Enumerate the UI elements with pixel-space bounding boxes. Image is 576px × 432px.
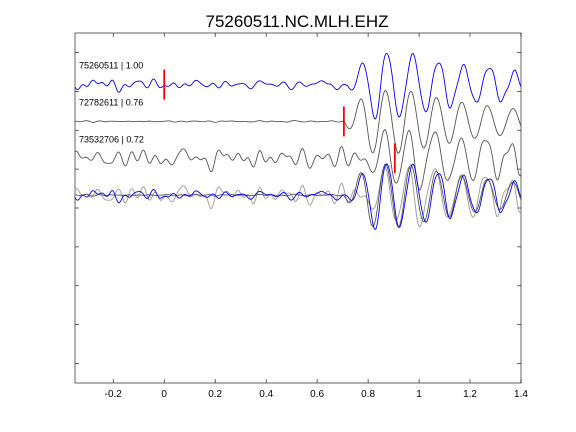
trace-label-72782611: 72782611 | 0.76 [79, 97, 143, 107]
x-tick-label: 1 [416, 389, 422, 400]
x-axis-ticks [112, 33, 522, 383]
x-tick-label: 0.2 [208, 389, 222, 400]
y-axis-ticks [75, 52, 521, 364]
x-tick-label: 0.4 [259, 389, 273, 400]
x-tick-label: 1.2 [463, 389, 477, 400]
trace-label-75260511: 75260511 | 1.00 [79, 61, 143, 71]
trace-label-73532706: 73532706 | 0.72 [79, 134, 144, 144]
overlay-trace-73532706 [74, 165, 522, 228]
x-tick-label: 0.6 [310, 389, 324, 400]
trace-72782611-line [74, 89, 522, 154]
x-axis-tick-labels: -0.2 0 0.2 0.4 0.6 0.8 1 1.2 1.4 [105, 389, 529, 400]
x-tick-label: -0.2 [105, 389, 123, 400]
trace-labels: 75260511 | 1.00 72782611 | 0.76 73532706 |… [79, 61, 144, 145]
trace-75260511-line [74, 52, 522, 120]
overlay-trace-72782611 [74, 163, 522, 228]
waveform-traces [74, 52, 522, 231]
chart-title: 75260511.NC.MLH.EHZ [206, 12, 389, 31]
x-tick-label: 0 [161, 389, 167, 400]
pick-markers [163, 69, 396, 174]
trace-73532706-line [74, 128, 522, 191]
overlay-trace-75260511 [74, 163, 522, 231]
x-tick-label: 0.8 [361, 389, 375, 400]
x-tick-label: 1.4 [514, 389, 528, 400]
